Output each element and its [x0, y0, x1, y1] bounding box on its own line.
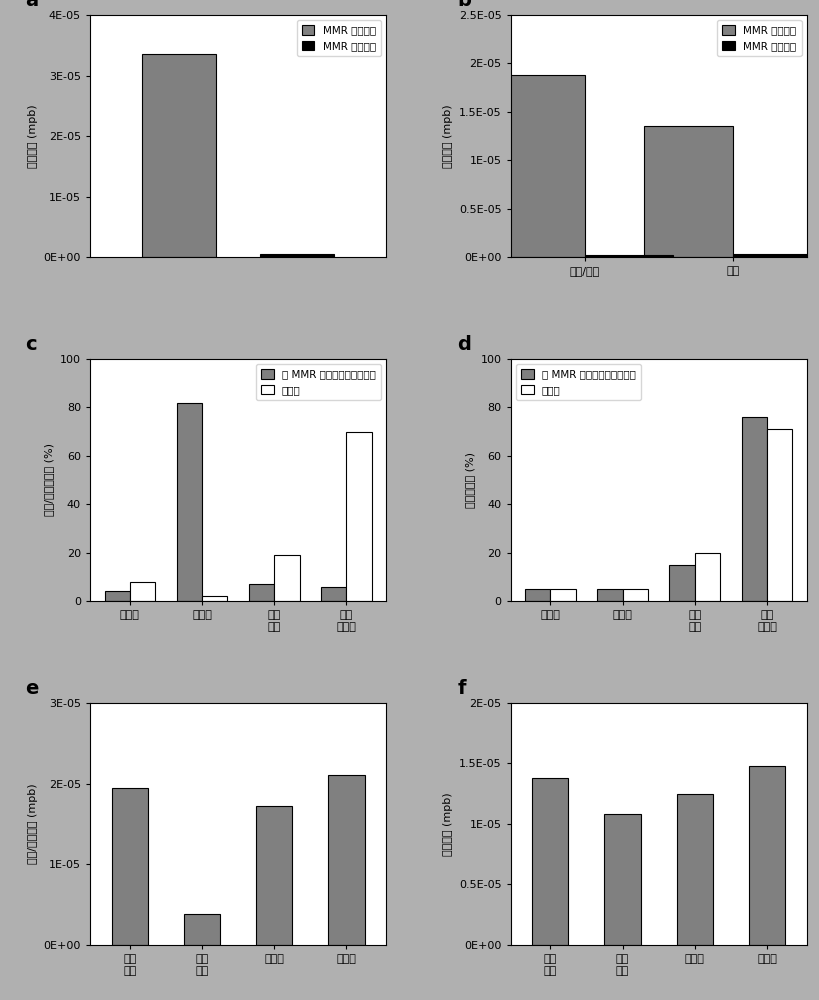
Legend: 在 MMR 缺陷肿瘤中观察到的, 预期的: 在 MMR 缺陷肿瘤中观察到的, 预期的 — [256, 364, 381, 400]
Bar — [749, 766, 785, 945]
Bar — [321, 587, 346, 601]
Bar — [525, 589, 550, 601]
Bar — [550, 589, 576, 601]
Bar — [328, 775, 364, 945]
Text: a: a — [25, 0, 38, 10]
Y-axis label: 插入/缺失频率 (mpb): 插入/缺失频率 (mpb) — [28, 784, 38, 864]
Text: d: d — [457, 335, 471, 354]
Bar — [733, 254, 819, 257]
Bar — [532, 778, 568, 945]
Legend: MMR 缺陷肿瘤, MMR 健全肿瘤: MMR 缺陷肿瘤, MMR 健全肿瘤 — [717, 20, 802, 56]
Legend: 在 MMR 缺陷肿瘤中观察到的, 预期的: 在 MMR 缺陷肿瘤中观察到的, 预期的 — [516, 364, 641, 400]
Bar — [274, 555, 300, 601]
Bar — [346, 432, 372, 601]
Y-axis label: 突变频率 (mpb): 突变频率 (mpb) — [28, 104, 38, 168]
Bar — [622, 589, 648, 601]
Bar — [105, 591, 130, 601]
Bar — [669, 565, 695, 601]
Bar — [111, 788, 148, 945]
Bar — [676, 794, 713, 945]
Bar — [184, 914, 220, 945]
Text: b: b — [457, 0, 471, 10]
Bar — [767, 429, 792, 601]
Bar — [142, 54, 216, 257]
Bar — [249, 584, 274, 601]
Bar — [256, 806, 292, 945]
Bar — [742, 417, 767, 601]
Text: c: c — [25, 335, 37, 354]
Bar — [260, 254, 334, 257]
Bar — [495, 75, 585, 257]
Text: e: e — [25, 679, 38, 698]
Bar — [695, 553, 720, 601]
Y-axis label: 取代的分数 (%): 取代的分数 (%) — [465, 452, 475, 508]
Bar — [585, 255, 673, 257]
Y-axis label: 突变频率 (mpb): 突变频率 (mpb) — [443, 104, 453, 168]
Bar — [177, 402, 202, 601]
Y-axis label: 插入/缺失的分数 (%): 插入/缺失的分数 (%) — [44, 444, 55, 516]
Bar — [130, 582, 155, 601]
Y-axis label: 取代频率 (mpb): 取代频率 (mpb) — [443, 792, 454, 856]
Text: f: f — [457, 679, 466, 698]
Legend: MMR 缺陷肿瘤, MMR 健全肿瘤: MMR 缺陷肿瘤, MMR 健全肿瘤 — [296, 20, 381, 56]
Bar — [202, 596, 228, 601]
Bar — [644, 126, 733, 257]
Bar — [604, 814, 640, 945]
Bar — [597, 589, 622, 601]
